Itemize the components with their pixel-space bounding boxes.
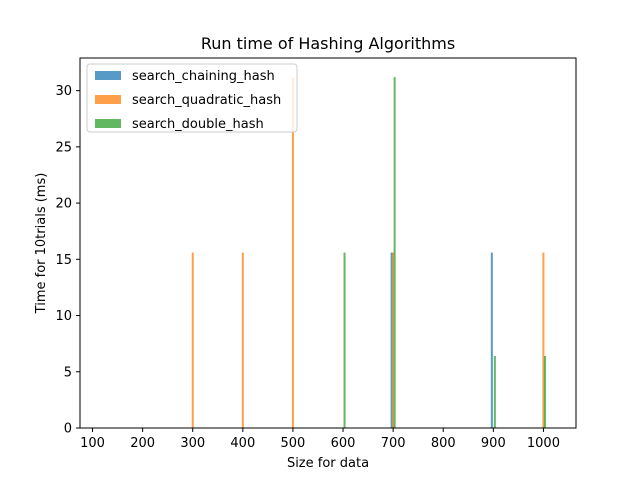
y-tick-label: 5 bbox=[64, 365, 72, 380]
x-axis: 100 200 300 400 500 600 700 800 900 1000 bbox=[80, 428, 560, 451]
x-tick-label: 600 bbox=[331, 436, 356, 451]
bar bbox=[343, 252, 346, 428]
series-search_chaining_hash bbox=[390, 252, 493, 428]
legend-swatch bbox=[95, 119, 121, 128]
legend-label: search_quadratic_hash bbox=[132, 93, 281, 108]
y-axis-title: Time for 10trials (ms) bbox=[34, 173, 49, 315]
bar bbox=[393, 77, 396, 429]
bar bbox=[493, 356, 496, 428]
series-search_double_hash bbox=[343, 77, 546, 429]
legend-label: search_double_hash bbox=[132, 117, 264, 132]
legend-swatch bbox=[95, 71, 121, 80]
series-search_quadratic_hash bbox=[191, 77, 545, 429]
y-tick-label: 0 bbox=[64, 422, 72, 437]
x-tick-label: 500 bbox=[281, 436, 306, 451]
x-axis-title: Size for data bbox=[287, 456, 369, 471]
x-tick-label: 700 bbox=[381, 436, 406, 451]
x-tick-label: 1000 bbox=[527, 436, 560, 451]
bar bbox=[392, 252, 395, 428]
y-tick-label: 15 bbox=[55, 253, 72, 268]
x-tick-label: 400 bbox=[230, 436, 255, 451]
bar bbox=[241, 252, 244, 428]
x-tick-label: 200 bbox=[130, 436, 155, 451]
y-tick-label: 30 bbox=[55, 84, 72, 99]
bar bbox=[543, 356, 546, 428]
legend: search_chaining_hash search_quadratic_has… bbox=[86, 63, 298, 133]
x-tick-label: 900 bbox=[481, 436, 506, 451]
x-tick-label: 300 bbox=[180, 436, 205, 451]
y-tick-label: 25 bbox=[55, 140, 72, 155]
chart-title: Run time of Hashing Algorithms bbox=[201, 34, 455, 53]
bar bbox=[390, 252, 393, 428]
x-tick-label: 100 bbox=[80, 436, 105, 451]
bars-layer bbox=[191, 77, 546, 429]
bar bbox=[490, 252, 493, 428]
bar bbox=[191, 252, 194, 428]
legend-label: search_chaining_hash bbox=[132, 69, 275, 84]
bar bbox=[542, 252, 545, 428]
plot-frame bbox=[79, 57, 577, 429]
y-axis: 0 5 10 15 20 25 30 bbox=[55, 84, 80, 437]
bar bbox=[291, 77, 294, 429]
legend-swatch bbox=[95, 95, 121, 104]
y-tick-label: 10 bbox=[55, 309, 72, 324]
legend-box bbox=[86, 63, 298, 133]
y-tick-label: 20 bbox=[55, 197, 72, 212]
x-tick-label: 800 bbox=[431, 436, 456, 451]
legend-entries: search_chaining_hash search_quadratic_has… bbox=[95, 69, 281, 132]
